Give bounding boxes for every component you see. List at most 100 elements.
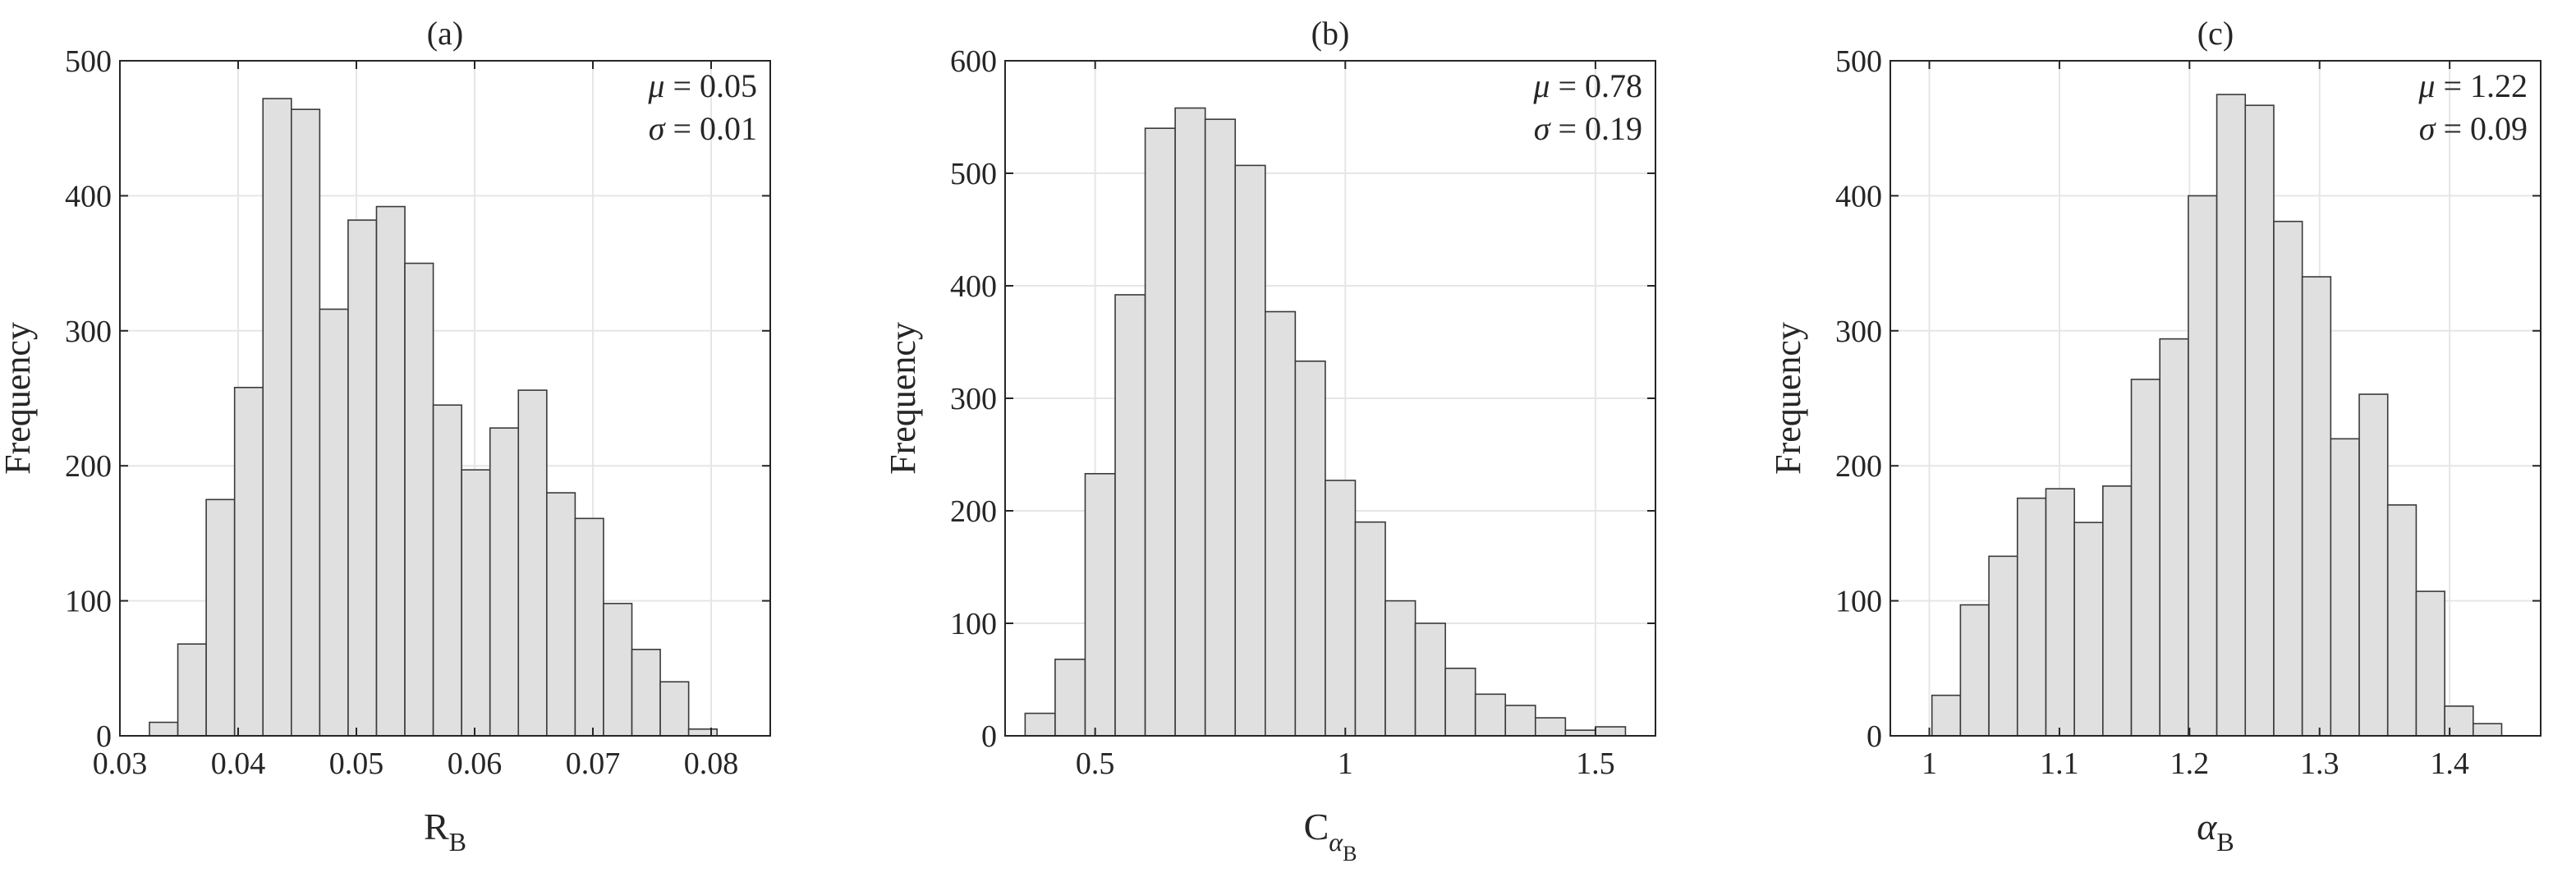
histogram-bar	[2415, 590, 2445, 737]
histogram-bar	[546, 492, 576, 737]
x-tick-label: 0.08	[684, 746, 739, 781]
x-axis-label: αB	[2197, 806, 2234, 857]
stat-value: = 0.19	[1550, 110, 1642, 147]
x-tick-label: 0.04	[211, 746, 266, 781]
histogram-bar	[2301, 276, 2332, 737]
x-axis-label: RB	[424, 806, 466, 857]
axes-box	[1890, 60, 2542, 737]
y-axis-label: Frequency	[883, 322, 923, 475]
histogram-bar	[1204, 118, 1237, 737]
histogram-bar	[1054, 659, 1086, 737]
panel-title: (b)	[1311, 15, 1350, 52]
histogram-bar	[2045, 488, 2075, 737]
histogram-bar	[1444, 667, 1476, 737]
histogram-bar	[659, 681, 690, 737]
histogram-bar	[2273, 220, 2303, 737]
x-axis-label-main: C	[1304, 806, 1329, 848]
x-axis-label-subsubscript: B	[1343, 842, 1357, 866]
stat-annotation: μ = 0.05	[647, 67, 757, 104]
y-tick-label: 100	[950, 607, 997, 641]
y-tick-label: 300	[950, 382, 997, 416]
x-tick-label: 1.4	[2430, 746, 2469, 781]
histogram-bar	[177, 643, 207, 737]
y-tick-label: 200	[1835, 449, 1882, 484]
y-axis-label: Frequency	[0, 322, 38, 475]
histogram-bar	[319, 308, 349, 737]
stat-symbol: σ	[1534, 110, 1551, 147]
histogram-bar	[1564, 729, 1596, 737]
y-tick-label: 200	[65, 449, 112, 484]
stat-annotation: μ = 0.78	[1532, 67, 1642, 104]
histogram-bar	[2073, 521, 2104, 737]
x-axis-label-subscript: α	[1329, 827, 1343, 857]
histogram-bar	[1325, 480, 1357, 737]
histogram-bar	[1504, 705, 1536, 737]
histogram-bar	[1384, 599, 1417, 737]
histogram-bar	[1354, 521, 1386, 737]
histogram-bar	[517, 389, 548, 737]
histogram-bar	[347, 219, 378, 737]
x-tick-label: 1.1	[2040, 746, 2079, 781]
x-tick-label: 0.07	[566, 746, 621, 781]
y-tick-label: 400	[1835, 179, 1882, 214]
histogram-bar	[1174, 107, 1206, 737]
histogram-bar	[489, 427, 520, 737]
histogram-bar	[205, 498, 236, 737]
histogram-bar	[404, 262, 434, 737]
histogram-bar	[2159, 338, 2189, 737]
x-tick-label: 0.06	[448, 746, 503, 781]
histogram-bar	[1959, 604, 1990, 737]
y-tick-label: 500	[950, 157, 997, 191]
y-tick-label: 100	[65, 585, 112, 619]
stat-value: = 0.05	[664, 67, 757, 104]
stat-value: = 0.78	[1550, 67, 1642, 104]
y-tick-label: 400	[950, 269, 997, 304]
histogram-bar	[687, 728, 719, 737]
y-axis-label: Frequency	[1768, 322, 1808, 475]
histogram-bar	[233, 387, 264, 737]
y-tick-label: 400	[65, 179, 112, 214]
stat-value: = 0.09	[2435, 110, 2528, 147]
histogram-bar	[1084, 472, 1116, 737]
histogram-bar	[2386, 504, 2418, 737]
stat-symbol: σ	[649, 110, 666, 147]
y-tick-label: 500	[65, 44, 112, 79]
x-tick-label: 0.5	[1076, 746, 1115, 781]
histogram-bar	[631, 648, 661, 737]
x-axis-label-subscript: B	[2216, 827, 2234, 857]
histogram-bar	[2188, 195, 2218, 737]
stat-annotation: σ = 0.09	[2419, 110, 2528, 147]
stat-annotation: σ = 0.19	[1534, 110, 1642, 147]
y-tick-label: 0	[1867, 719, 1882, 754]
histogram-bar	[1414, 622, 1446, 737]
y-tick-label: 100	[1835, 585, 1882, 619]
stat-symbol: μ	[2418, 67, 2435, 104]
panel-title: (c)	[2197, 15, 2234, 52]
stat-symbol: μ	[647, 67, 664, 104]
stat-annotation: μ = 1.22	[2418, 67, 2528, 104]
y-tick-label: 300	[65, 315, 112, 349]
x-tick-label: 1.5	[1576, 746, 1615, 781]
histogram-bar	[2130, 379, 2161, 737]
x-tick-label: 0.05	[329, 746, 384, 781]
histogram-bar	[1114, 294, 1146, 737]
histogram-bar	[2358, 393, 2389, 737]
histogram-panel-c: 1 1.1 1.2 1.3 1.4 0 100 200 300 400 500 (c) Frequenc…	[1768, 15, 2542, 857]
x-tick-label: 0.03	[93, 746, 148, 781]
histogram-bar	[262, 98, 292, 737]
y-tick-label: 200	[950, 494, 997, 529]
histogram-bar	[1294, 360, 1326, 737]
x-axis-label-main: R	[424, 806, 449, 848]
histogram-bar	[461, 469, 491, 737]
histogram-bar	[1595, 726, 1627, 737]
histogram-bar	[1024, 712, 1056, 737]
histogram-bar	[1265, 310, 1297, 737]
histogram-panel-b: 0.5 1 1.5 0 100 200 300 400 500 600 (b) Frequency Cα…	[883, 15, 1656, 866]
y-tick-label: 300	[1835, 315, 1882, 349]
histogram-bar	[2472, 723, 2503, 737]
x-axis-label-main: α	[2197, 806, 2217, 848]
y-tick-label: 0	[981, 719, 997, 754]
stat-symbol: σ	[2419, 110, 2436, 147]
histogram-bar	[2244, 104, 2275, 737]
